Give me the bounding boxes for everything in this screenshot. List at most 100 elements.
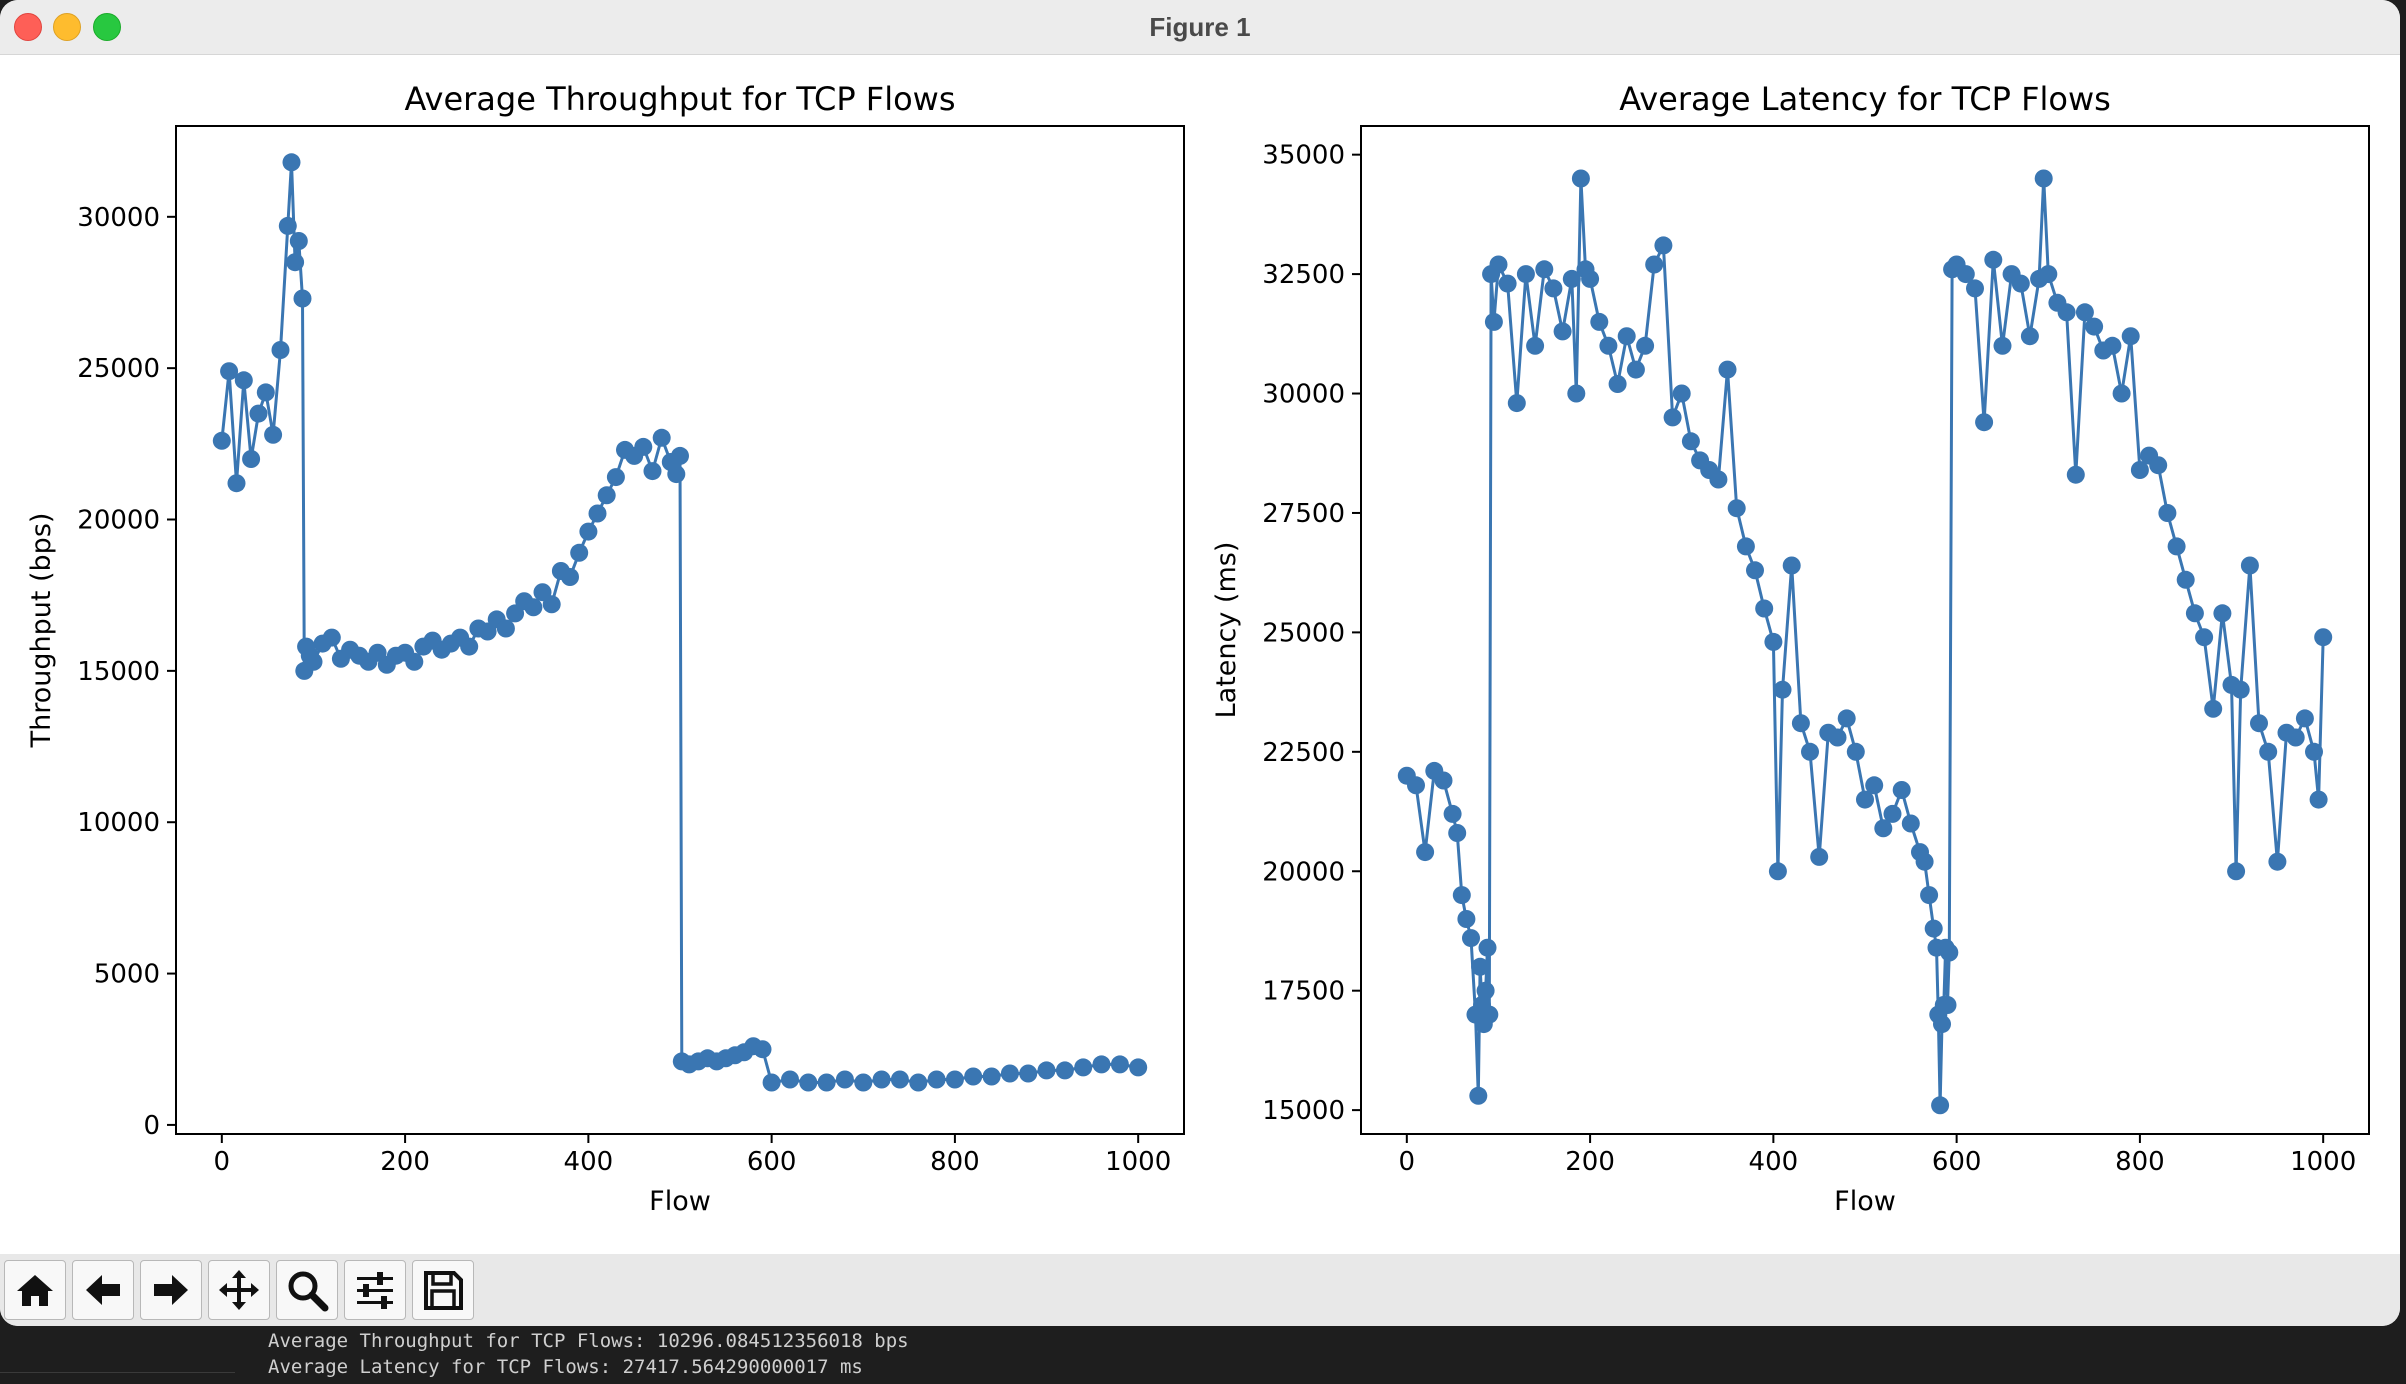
latency-data-point bbox=[2250, 714, 2268, 733]
latency-data-point bbox=[1718, 360, 1737, 379]
latency-data-point bbox=[2034, 169, 2053, 188]
latency-data-point bbox=[1617, 327, 1636, 346]
throughput-x-tick-label: 200 bbox=[380, 1147, 430, 1177]
zoom-window-button[interactable] bbox=[93, 13, 121, 41]
navigation-toolbar bbox=[0, 1254, 2400, 1326]
latency-data-point bbox=[1791, 714, 1810, 733]
latency-data-point bbox=[2176, 570, 2195, 589]
latency-y-axis-label: Latency (ms) bbox=[1211, 542, 1242, 719]
latency-x-tick-label: 200 bbox=[1565, 1147, 1615, 1177]
latency-data-point bbox=[1567, 384, 1586, 403]
terminal-divider bbox=[0, 1372, 235, 1373]
latency-data-point bbox=[1940, 943, 1959, 962]
latency-data-point bbox=[1462, 929, 1480, 948]
latency-data-point bbox=[2295, 709, 2314, 728]
throughput-y-tick-label: 30000 bbox=[77, 203, 160, 233]
back-button[interactable] bbox=[72, 1260, 134, 1320]
throughput-data-point bbox=[982, 1067, 1001, 1086]
latency-data-point bbox=[1626, 360, 1645, 379]
latency-data-point bbox=[2020, 327, 2039, 346]
minimize-window-button[interactable] bbox=[53, 13, 81, 41]
latency-data-point bbox=[1663, 408, 1682, 427]
throughput-data-point bbox=[1055, 1061, 1074, 1080]
pan-button[interactable] bbox=[208, 1260, 270, 1320]
throughput-data-point bbox=[271, 341, 290, 359]
throughput-data-point bbox=[909, 1073, 928, 1092]
chart-throughput: 0 200 400 600 800 100005000100001500020000250… bbox=[26, 80, 1185, 1217]
configure-subplots-button[interactable] bbox=[344, 1260, 406, 1320]
latency-data-point bbox=[2149, 456, 2168, 475]
latency-data-point bbox=[1448, 824, 1467, 842]
latency-y-tick-label: 30000 bbox=[1262, 380, 1345, 410]
throughput-data-point bbox=[1110, 1055, 1129, 1074]
throughput-data-point bbox=[762, 1073, 781, 1092]
throughput-data-point bbox=[249, 404, 268, 423]
latency-y-tick-label: 17500 bbox=[1262, 977, 1345, 1007]
throughput-chart-title: Average Throughput for TCP Flows bbox=[405, 80, 956, 118]
throughput-data-point bbox=[289, 232, 308, 250]
terminal-line-throughput: Average Throughput for TCP Flows: 10296.… bbox=[268, 1330, 909, 1352]
latency-data-point bbox=[1562, 269, 1581, 288]
throughput-data-point bbox=[1074, 1058, 1093, 1077]
latency-x-tick-label: 400 bbox=[1749, 1147, 1799, 1177]
throughput-data-point bbox=[322, 628, 341, 647]
throughput-data-point bbox=[293, 289, 312, 308]
latency-data-point bbox=[2240, 556, 2259, 575]
save-button[interactable] bbox=[412, 1260, 474, 1320]
latency-data-point bbox=[1837, 709, 1856, 728]
latency-data-point bbox=[1526, 336, 1545, 355]
throughput-data-point bbox=[286, 253, 305, 272]
throughput-data-point bbox=[256, 383, 275, 402]
throughput-data-point bbox=[964, 1067, 983, 1086]
throughput-y-axis-label: Throughput (bps) bbox=[26, 513, 57, 749]
latency-y-tick-label: 27500 bbox=[1262, 499, 1345, 529]
latency-data-point bbox=[2227, 862, 2246, 881]
home-icon bbox=[17, 1275, 53, 1306]
zoom-button[interactable] bbox=[276, 1260, 338, 1320]
throughput-data-point bbox=[597, 486, 616, 505]
home-button[interactable] bbox=[4, 1260, 66, 1320]
throughput-data-point bbox=[835, 1070, 854, 1089]
throughput-y-tick-label: 20000 bbox=[77, 506, 160, 536]
latency-chart-title: Average Latency for TCP Flows bbox=[1619, 80, 2111, 118]
sliders-icon bbox=[357, 1272, 393, 1309]
forward-button[interactable] bbox=[140, 1260, 202, 1320]
latency-data-point bbox=[1768, 862, 1787, 881]
throughput-data-point bbox=[927, 1070, 946, 1089]
throughput-data-point bbox=[1129, 1058, 1148, 1077]
close-window-button[interactable] bbox=[14, 13, 42, 41]
latency-data-point bbox=[1901, 814, 1920, 833]
throughput-data-point bbox=[524, 598, 543, 617]
latency-x-tick-label: 1000 bbox=[2290, 1147, 2356, 1177]
throughput-data-point bbox=[227, 474, 246, 493]
latency-data-point bbox=[1480, 1005, 1499, 1024]
latency-y-tick-label: 35000 bbox=[1262, 141, 1345, 171]
latency-data-point bbox=[1443, 804, 1462, 823]
throughput-data-point bbox=[242, 450, 261, 468]
figure-canvas[interactable]: 0 200 400 600 800 100005000100001500020000250… bbox=[0, 54, 2400, 1254]
latency-data-point bbox=[1457, 910, 1476, 928]
throughput-y-tick-label: 0 bbox=[143, 1111, 160, 1141]
throughput-data-point bbox=[588, 504, 607, 523]
throughput-data-point bbox=[781, 1070, 799, 1089]
throughput-x-axis-label: Flow bbox=[649, 1186, 711, 1217]
latency-data-point bbox=[1773, 680, 1792, 699]
throughput-data-point bbox=[234, 371, 253, 390]
latency-data-point bbox=[1471, 957, 1490, 976]
latency-data-point bbox=[2103, 336, 2122, 355]
throughput-y-tick-label: 5000 bbox=[94, 960, 160, 990]
latency-data-point bbox=[1810, 847, 1829, 866]
latency-data-point bbox=[1931, 1096, 1950, 1115]
latency-data-point bbox=[2130, 461, 2149, 479]
latency-data-point bbox=[1535, 260, 1554, 279]
latency-data-point bbox=[2011, 274, 2030, 293]
throughput-data-point bbox=[1092, 1055, 1111, 1074]
latency-data-point bbox=[2066, 465, 2085, 484]
latency-data-point bbox=[1736, 537, 1755, 556]
latency-data-point bbox=[1571, 169, 1590, 188]
latency-y-tick-label: 22500 bbox=[1262, 738, 1345, 768]
latency-data-point bbox=[2231, 680, 2250, 699]
arrow-right-icon bbox=[154, 1275, 188, 1305]
latency-data-point bbox=[1434, 771, 1453, 790]
latency-data-point bbox=[2112, 384, 2131, 403]
